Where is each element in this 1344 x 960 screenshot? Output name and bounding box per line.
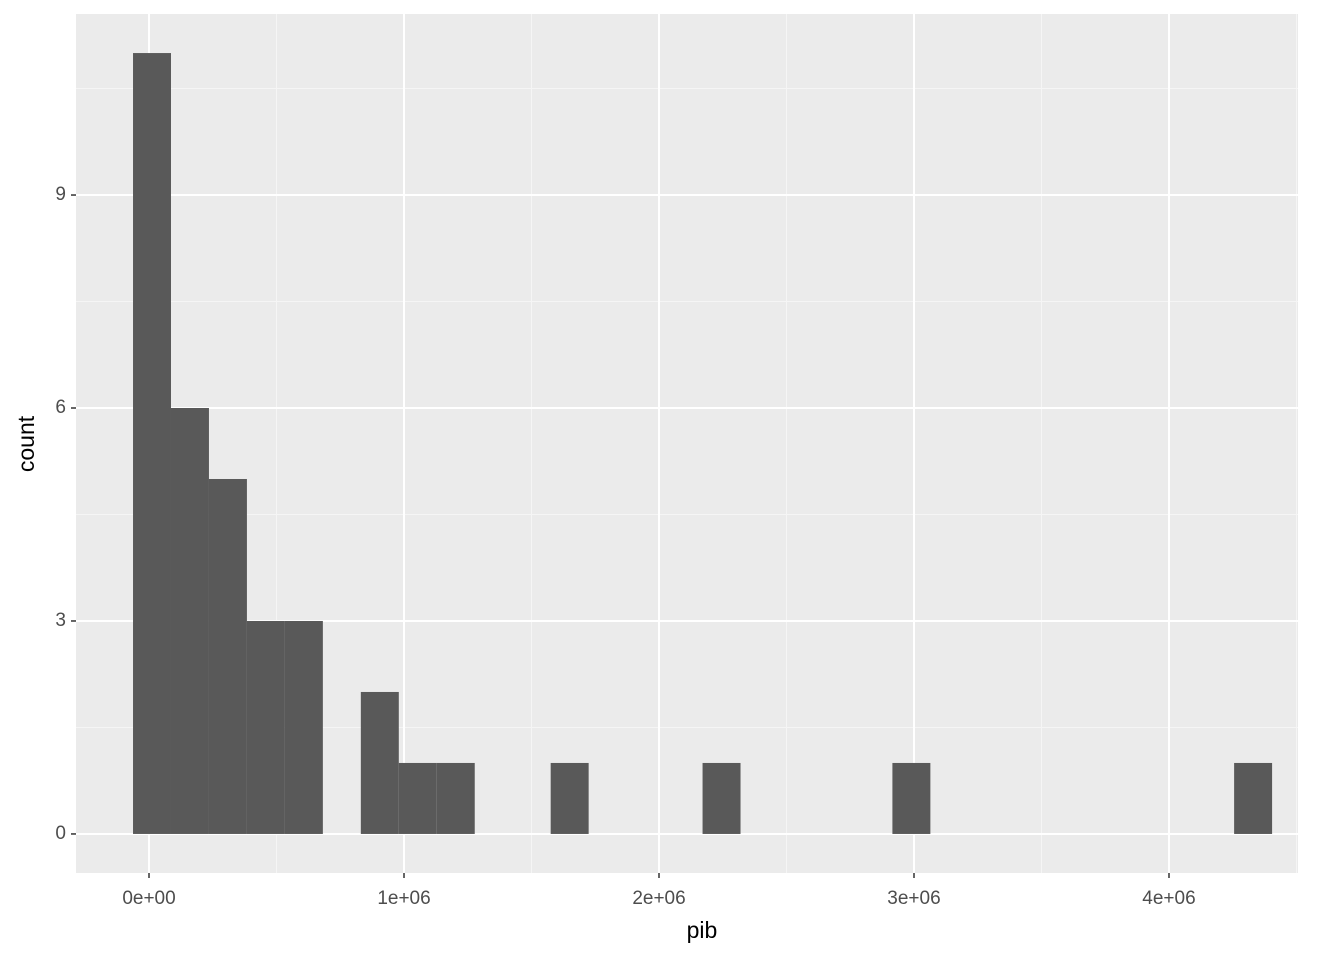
y-tick-label: 6 [55,397,66,418]
bar [1234,762,1273,834]
bar [246,620,285,834]
bar [892,762,931,834]
bar [550,762,589,834]
x-tick-label: 3e+06 [887,888,940,909]
x-axis-title: pib [687,917,718,943]
bar [398,762,437,834]
x-tick-label: 4e+06 [1142,888,1195,909]
y-axis-title: count [13,415,39,472]
y-tick-label: 3 [55,610,66,631]
x-tick-label: 0e+00 [122,888,175,909]
bar [170,408,209,834]
bar [436,762,475,834]
bar [284,620,323,834]
x-tick-label: 2e+06 [632,888,685,909]
bar [208,478,247,834]
bar [360,691,399,834]
y-tick-label: 9 [55,184,66,205]
bar [702,762,741,834]
y-tick-label: 0 [55,823,66,844]
x-tick-label: 1e+06 [377,888,430,909]
bar [133,53,171,834]
